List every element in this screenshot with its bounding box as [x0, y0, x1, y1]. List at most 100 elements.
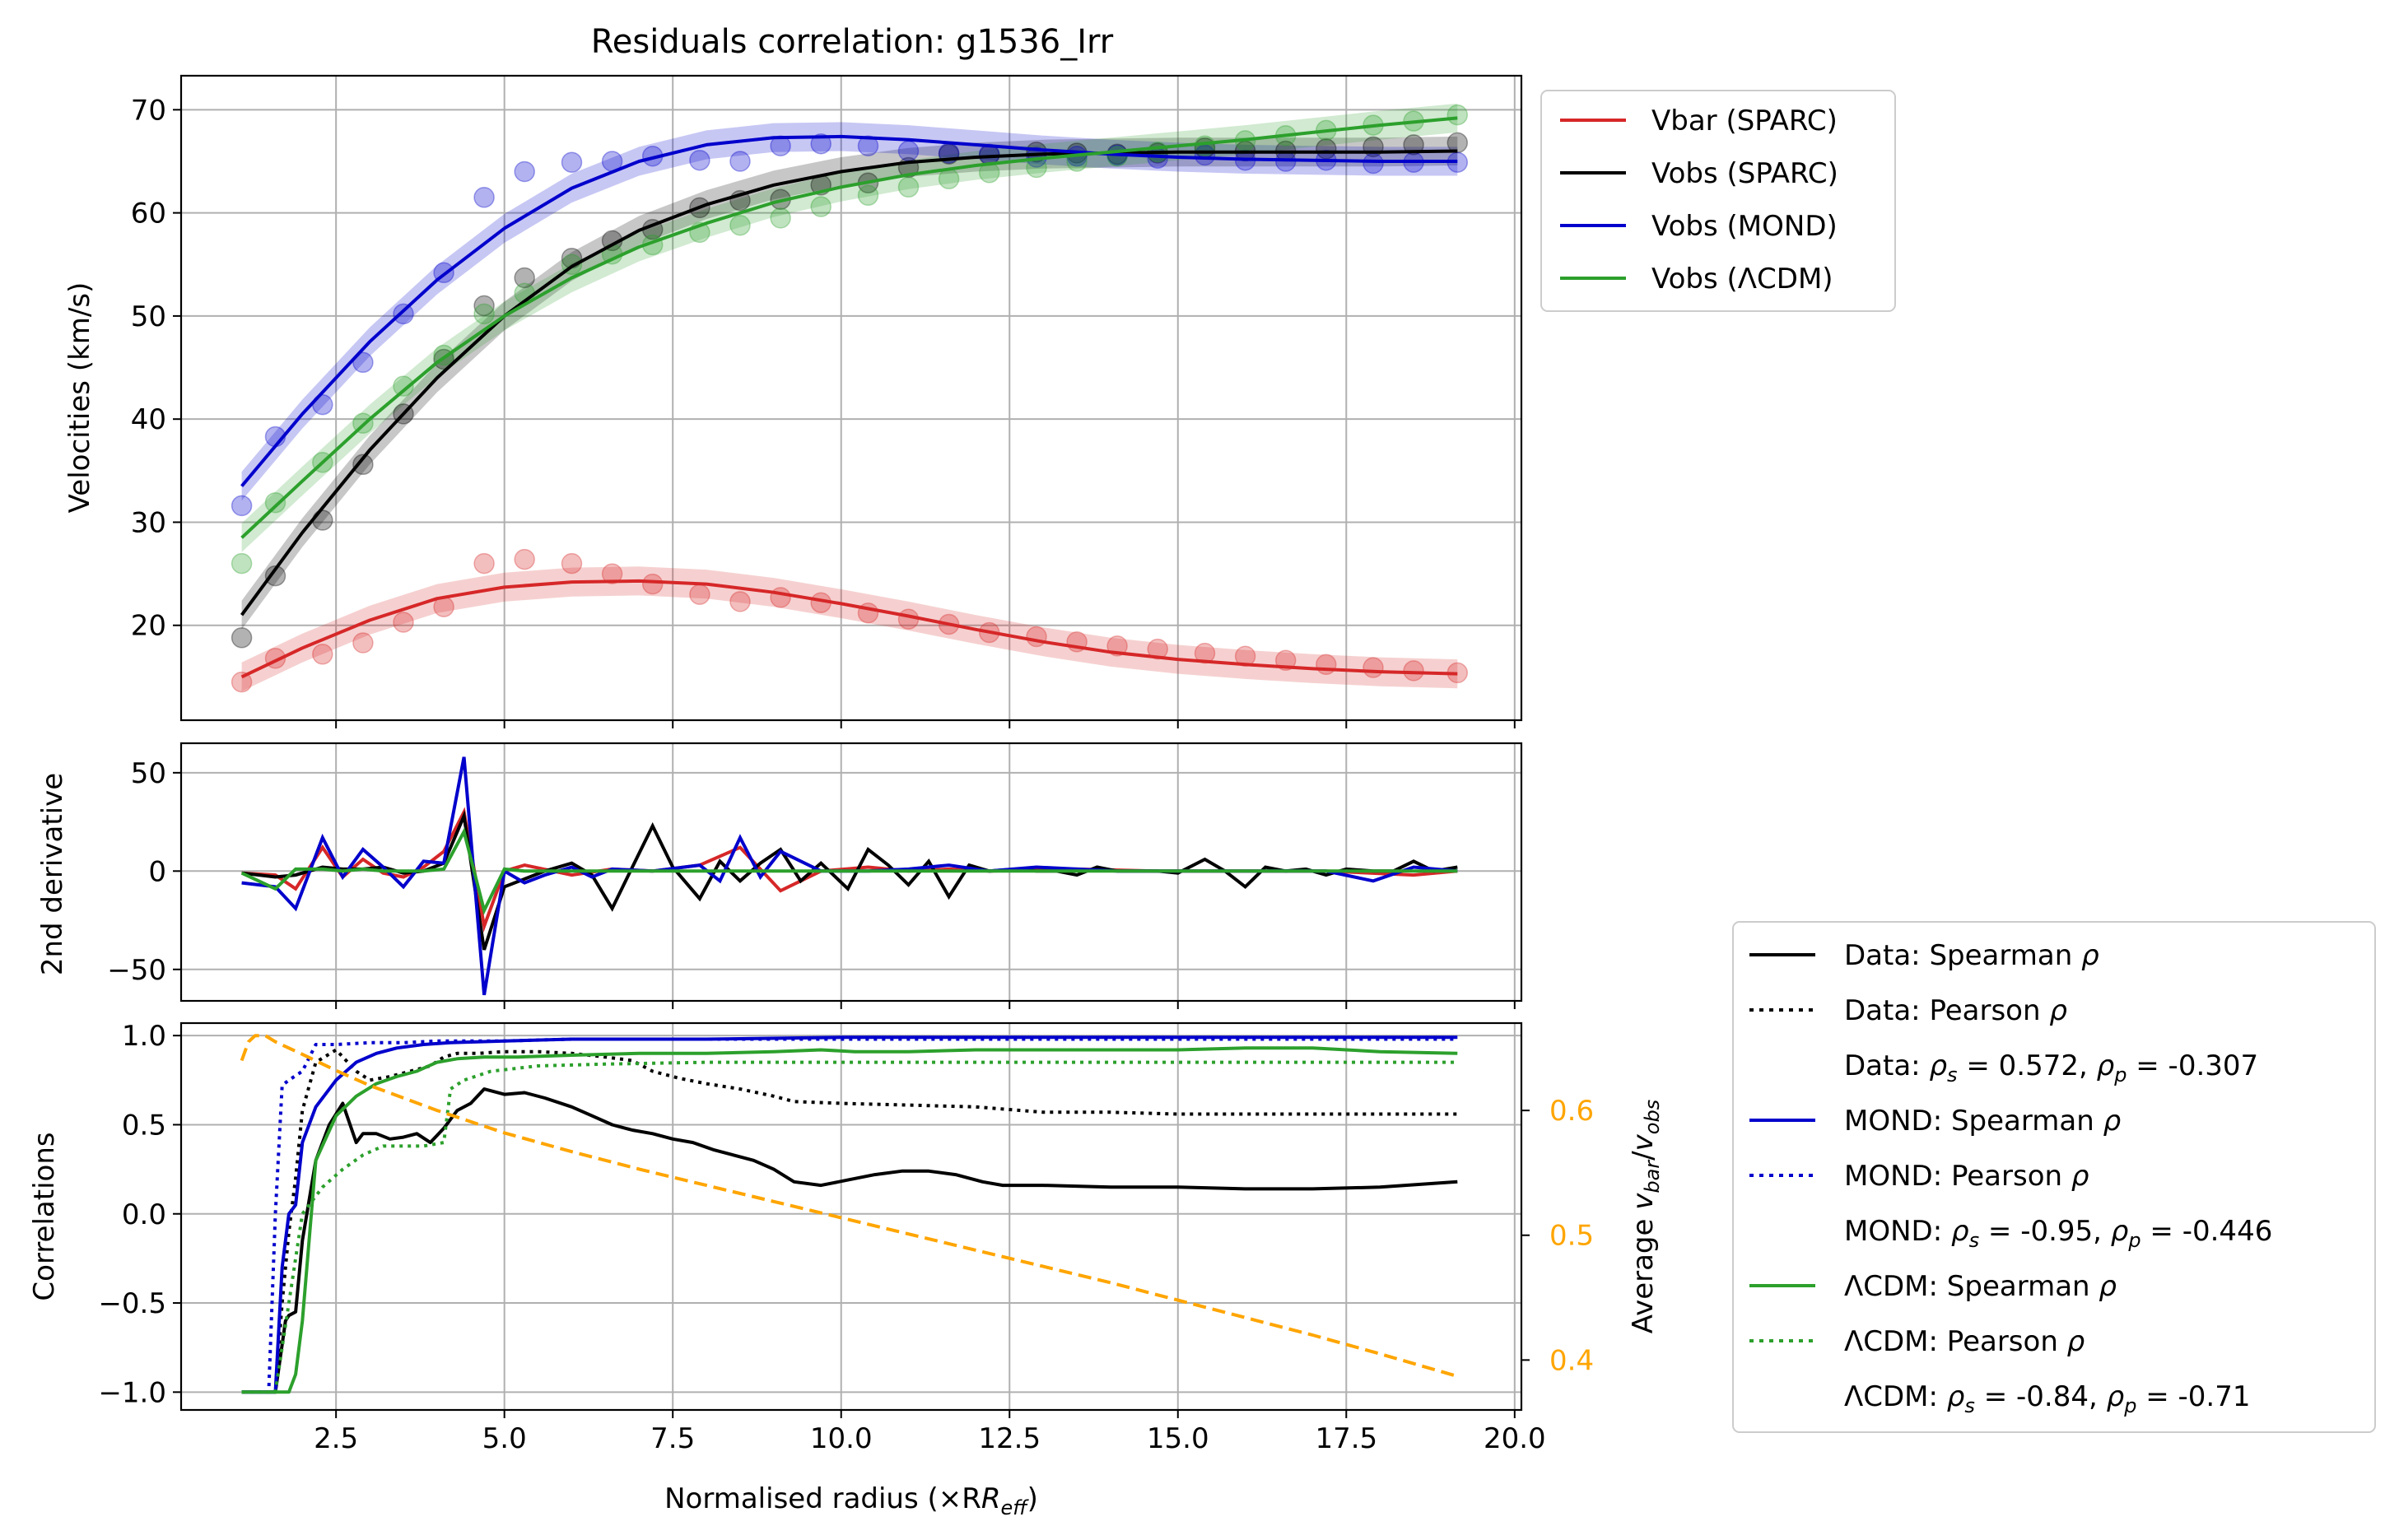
- x-tick-label: 12.5: [978, 1422, 1041, 1455]
- second-derivative-axes-frame: [179, 742, 1523, 1003]
- second-derivative-ticks: −50 0 50: [107, 757, 1516, 1009]
- data-point-vobs_sparc: [312, 509, 333, 531]
- correlations-axes-frame: [179, 1021, 1523, 1412]
- data-point-vobs_sparc: [1316, 138, 1337, 160]
- correlations-legend: Data: Spearman ρ Data: Pearson ρ Data: ρ…: [1732, 921, 2376, 1433]
- data-point-mond: [1363, 152, 1384, 174]
- legend-label-vbar: Vbar (SPARC): [1651, 105, 1838, 137]
- data-point-mond: [897, 140, 920, 162]
- data-point-mond: [689, 149, 710, 171]
- x-tick-label: 2.5: [314, 1422, 358, 1455]
- correlations-grid: [181, 1023, 1521, 1410]
- velocities-grid: [181, 76, 1521, 720]
- y-tick-label: 40: [131, 403, 166, 436]
- data-point-vobs_sparc: [514, 267, 535, 289]
- data-point-vbar: [514, 548, 535, 570]
- chart-title: Residuals correlation: g1536_Irr: [591, 23, 1114, 61]
- data-point-vbar: [1316, 654, 1337, 676]
- legend-label-data-pearson: Data: Pearson ρ: [1844, 994, 2067, 1027]
- legend-label-mond-pearson: MOND: Pearson ρ: [1844, 1160, 2089, 1193]
- legend-label-mond-spearman: MOND: Spearman ρ: [1844, 1105, 2122, 1138]
- data-point-mond: [514, 161, 535, 183]
- second-derivative-lines: [240, 756, 1458, 996]
- data-point-lcdm: [729, 214, 751, 236]
- fit-line-vbar-sparc: [240, 579, 1458, 679]
- velocities-panel: 20 30 40 50 60 70 Velocities (km/s): [63, 74, 1523, 728]
- legend-label-lcdm-spearman: ΛCDM: Spearman ρ: [1844, 1270, 2117, 1303]
- y-tick-label: −50: [107, 954, 166, 987]
- data-point-lcdm: [393, 375, 414, 397]
- correlation-line-average-vbar-vobs: [240, 1034, 1458, 1379]
- data-point-lcdm: [231, 552, 253, 575]
- data-point-lcdm: [810, 196, 831, 217]
- correlation-line-mond-pearson: [241, 1037, 1458, 1394]
- data-point-mond: [729, 151, 751, 172]
- data-point-vbar: [641, 573, 664, 595]
- data-point-mond: [1194, 144, 1216, 166]
- data-point-lcdm: [897, 176, 920, 198]
- correlation-line-data-pearson: [241, 1048, 1458, 1394]
- y-tick-label: −0.5: [98, 1287, 166, 1320]
- velocities-legend: Vbar (SPARC) Vobs (SPARC) Vobs (MOND) Vo…: [1540, 90, 1896, 312]
- correlation-line-cdm-spearman: [241, 1046, 1458, 1394]
- x-tick-label: 15.0: [1147, 1422, 1209, 1455]
- legend-label-vobs-lcdm: Vobs (ΛCDM): [1651, 263, 1833, 295]
- data-point-vobs_sparc: [473, 295, 495, 317]
- fit-line-vobs-cdm: [240, 116, 1458, 539]
- data-point-vbar: [561, 552, 583, 575]
- y-tick-label: 0: [148, 855, 166, 888]
- velocities-ticks: 20 30 40 50 60 70: [131, 94, 1516, 728]
- second-derivative-panel: −50 0 50 2nd derivative: [36, 742, 1523, 1009]
- data-point-lcdm: [857, 184, 879, 207]
- error-band-vobs-mond: [241, 122, 1458, 501]
- fit-line-vobs-sparc: [240, 149, 1458, 616]
- derivative-line-vobs-cdm: [240, 827, 1458, 915]
- data-point-lcdm: [473, 303, 495, 325]
- correlations-y-axis-label: Correlations: [28, 1132, 61, 1300]
- data-point-mond: [352, 351, 374, 374]
- correlations-legend-frame: [1732, 921, 2376, 1433]
- data-point-vbar: [231, 671, 253, 693]
- data-point-vbar: [770, 587, 791, 608]
- data-point-vbar: [1363, 657, 1384, 678]
- right-y-tick-label: 0.6: [1549, 1095, 1594, 1128]
- data-point-vbar: [601, 563, 623, 584]
- fit-line-vobs-mond: [240, 134, 1458, 487]
- y-tick-label: 50: [131, 757, 166, 790]
- right-y-tick-label: 0.5: [1549, 1220, 1594, 1253]
- y-tick-label: 20: [131, 610, 166, 643]
- data-point-mond: [473, 187, 495, 208]
- derivative-line-vobs-sparc: [241, 810, 1458, 951]
- correlations-x-axis-label: Normalised radius (×RReff): [664, 1482, 1038, 1519]
- velocities-axes-frame: [179, 74, 1523, 722]
- velocities-legend-frame: [1540, 90, 1896, 312]
- velocities-y-axis-label: Velocities (km/s): [63, 282, 96, 514]
- data-point-vobs_sparc: [352, 454, 374, 476]
- y-tick-label: 50: [131, 300, 166, 333]
- correlation-line-data-spearman: [241, 1087, 1458, 1394]
- data-point-vbar: [1194, 642, 1216, 664]
- data-point-vbar: [689, 584, 710, 605]
- y-tick-label: 1.0: [122, 1020, 166, 1053]
- y-tick-label: −1.0: [98, 1376, 166, 1409]
- data-point-vbar: [312, 644, 333, 665]
- data-point-mond: [857, 135, 879, 156]
- data-point-vbar: [729, 591, 751, 612]
- legend-label-data-stats: Data: ρs = 0.572, ρp = -0.307: [1844, 1049, 2258, 1086]
- right-y-tick-label: 0.4: [1549, 1344, 1594, 1377]
- data-point-vbar: [1403, 660, 1424, 682]
- correlation-line-mond-spearman: [241, 1035, 1458, 1394]
- y-tick-label: 30: [131, 506, 166, 539]
- data-point-vobs_sparc: [231, 627, 253, 649]
- data-point-lcdm: [770, 207, 791, 229]
- data-point-mond: [810, 133, 831, 155]
- data-point-lcdm: [938, 168, 960, 190]
- y-tick-label: 0.5: [122, 1109, 166, 1142]
- data-point-vbar: [473, 552, 495, 575]
- second-derivative-y-axis-label: 2nd derivative: [36, 773, 69, 975]
- data-point-mond: [231, 495, 253, 517]
- x-tick-label: 10.0: [810, 1422, 873, 1455]
- legend-label-lcdm-pearson: ΛCDM: Pearson ρ: [1844, 1325, 2085, 1358]
- x-tick-label: 20.0: [1484, 1422, 1546, 1455]
